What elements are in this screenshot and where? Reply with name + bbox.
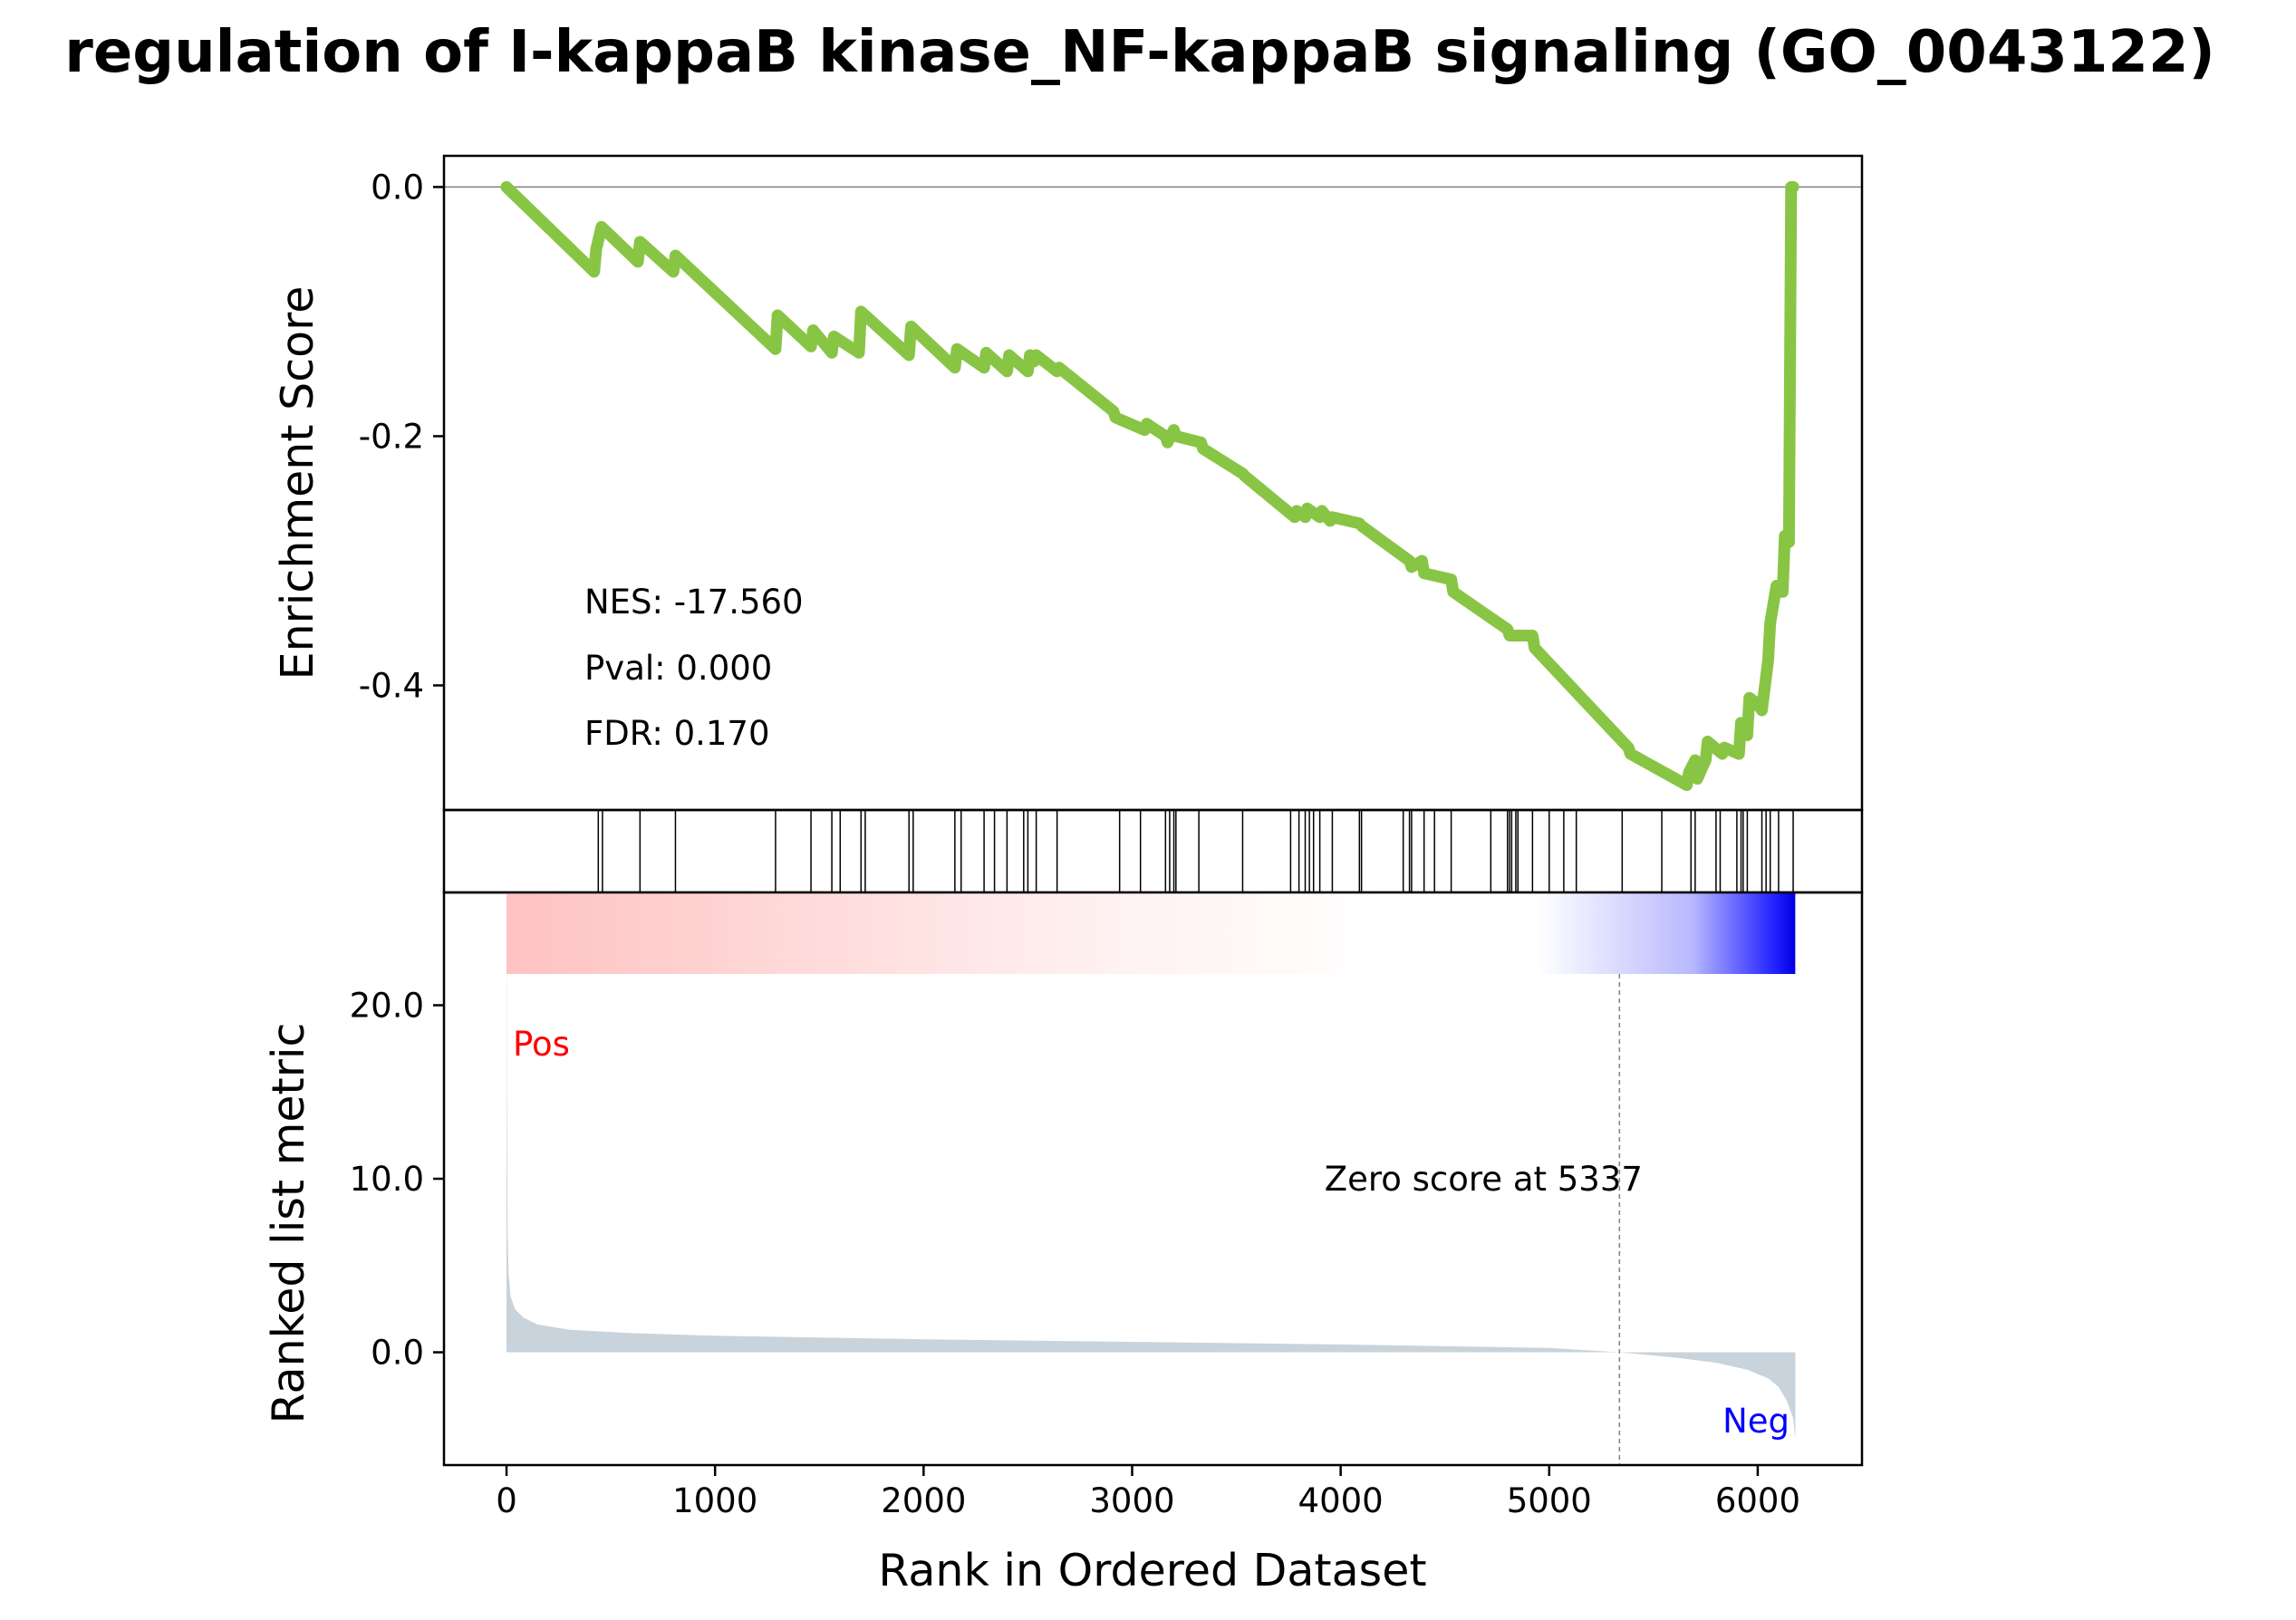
x-tick-label: 1000 [672, 1481, 757, 1520]
neg-label: Neg [1722, 1402, 1790, 1441]
hits-panel-frame [442, 808, 1864, 894]
enrichment-y-tick-label: -0.2 [359, 417, 424, 456]
x-tick-label: 4000 [1298, 1481, 1384, 1520]
enrichment-score-line [500, 180, 1799, 791]
x-tick-label: 3000 [1089, 1481, 1174, 1520]
pval-stat: Pval: 0.000 [584, 649, 772, 688]
chart-title: regulation of I-kappaB kinase_NF-kappaB … [64, 19, 2214, 86]
gene-hit-lines [597, 810, 1794, 892]
ranked-y-tick-label: 10.0 [350, 1160, 424, 1199]
enrichment-score-panel: 0.0 -0.2 -0.4 NES: -17.560 Pval: 0.000 FDR… [272, 154, 1864, 812]
ranked-panel-frame [442, 891, 1864, 1467]
x-axis-ticks: 0 1000 2000 3000 4000 5000 6000 [496, 1465, 1800, 1520]
pos-label: Pos [513, 1025, 570, 1064]
x-tick-label: 0 [496, 1481, 517, 1520]
rank-color-bar [506, 892, 1796, 974]
enrichment-y-label: Enrichment Score [272, 286, 323, 680]
enrichment-y-ticks: 0.0 -0.2 -0.4 [359, 168, 444, 705]
ranked-y-tick-label: 20.0 [350, 986, 424, 1025]
x-tick-label: 6000 [1715, 1481, 1800, 1520]
fdr-stat: FDR: 0.170 [584, 714, 770, 753]
nes-stat: NES: -17.560 [584, 583, 804, 622]
ranked-y-tick-label: 0.0 [371, 1334, 424, 1373]
ranked-y-label: Ranked list metric [263, 1023, 314, 1424]
enrichment-y-tick-label: 0.0 [371, 168, 424, 207]
gene-hits-panel [442, 808, 1864, 894]
zero-score-label: Zero score at 5337 [1325, 1160, 1643, 1199]
x-tick-label: 5000 [1507, 1481, 1592, 1520]
x-axis-label: Rank in Ordered Dataset [878, 1545, 1426, 1596]
ranked-metric-panel: Zero score at 5337 Pos Neg 20.0 10.0 0.0 0… [263, 891, 1864, 1596]
enrichment-y-tick-label: -0.4 [359, 666, 424, 705]
ranked-y-ticks: 20.0 10.0 0.0 [350, 986, 444, 1373]
x-tick-label: 2000 [881, 1481, 966, 1520]
